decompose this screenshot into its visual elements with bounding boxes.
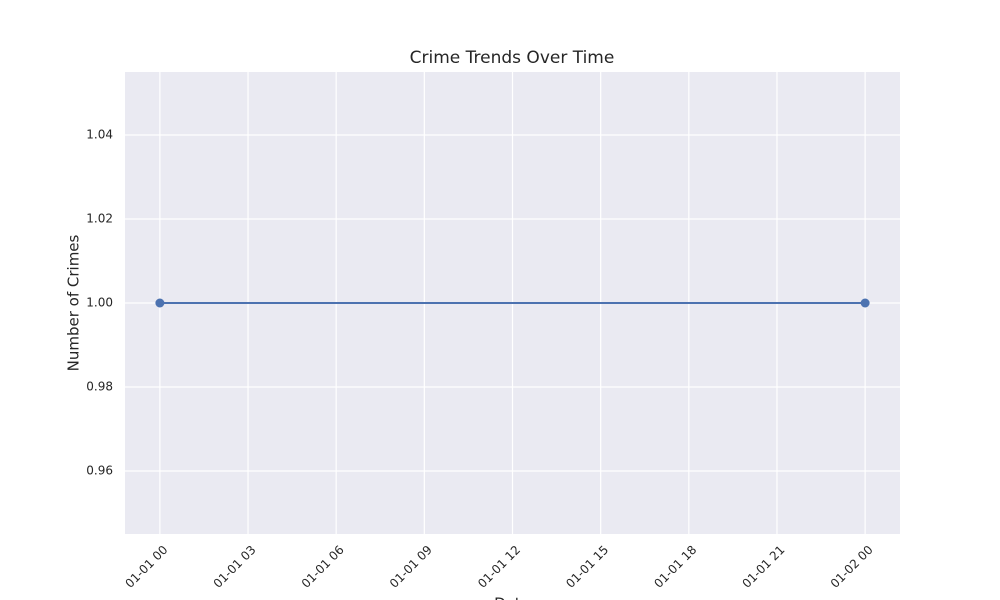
x-tick-label: 01-01 21 (740, 543, 788, 591)
data-point (860, 298, 870, 308)
y-axis-label: Number of Crimes (65, 234, 83, 371)
x-tick-label: 01-01 00 (122, 543, 170, 591)
chart-title: Crime Trends Over Time (410, 48, 615, 68)
y-tick-label: 1.04 (86, 128, 113, 142)
x-tick-label: 01-01 09 (387, 543, 435, 591)
y-tick-label: 0.98 (86, 380, 113, 394)
x-tick-label: 01-01 15 (563, 543, 611, 591)
x-axis-label: Date (494, 595, 530, 600)
data-point (155, 298, 165, 308)
y-tick-label: 0.96 (86, 464, 113, 478)
x-tick-label: 01-01 06 (299, 543, 347, 591)
x-tick-label: 01-02 00 (828, 543, 876, 591)
y-tick-label: 1.00 (86, 296, 113, 310)
x-tick-label: 01-01 12 (475, 543, 523, 591)
x-tick-label: 01-01 18 (651, 543, 699, 591)
y-tick-label: 1.02 (86, 212, 113, 226)
x-tick-label: 01-01 03 (211, 543, 259, 591)
